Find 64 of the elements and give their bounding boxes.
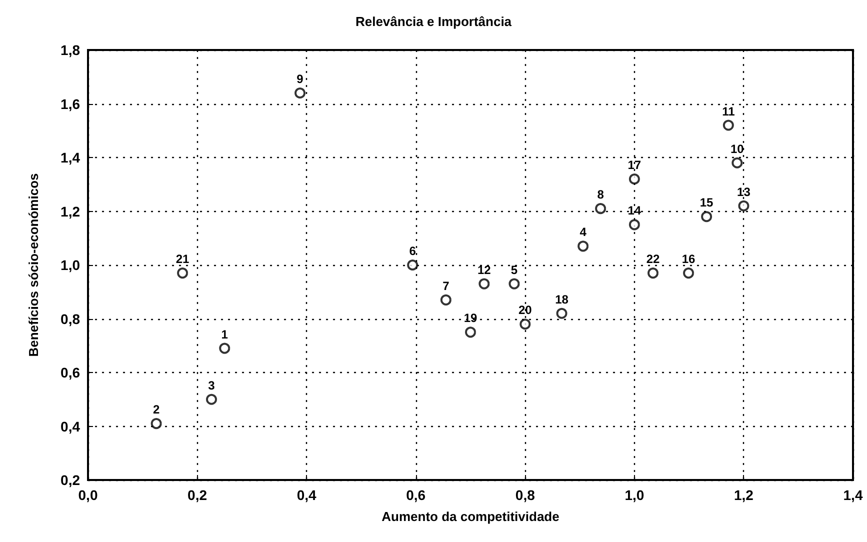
- y-tick-label: 0,8: [60, 310, 80, 327]
- annotation: 14: [628, 204, 642, 218]
- annotation: 6: [409, 244, 416, 258]
- x-tick-label: 0,8: [515, 487, 536, 503]
- point: [595, 203, 606, 214]
- x-tick-label: 0,4: [296, 487, 317, 503]
- x-tick-label: 1,4: [843, 487, 863, 503]
- point: [206, 394, 217, 405]
- point: [465, 326, 476, 338]
- y-axis-title: Benefícios sócio-económicos: [26, 173, 41, 357]
- point: [407, 260, 418, 270]
- annotation: 19: [464, 311, 478, 326]
- point: [478, 278, 490, 290]
- point: [177, 268, 188, 279]
- annotation: 18: [555, 292, 569, 306]
- y-tick-label: 1,4: [60, 150, 80, 166]
- x-axis-title: Aumento da competitividade: [382, 509, 560, 524]
- point: [628, 219, 640, 230]
- annotation: 2: [152, 402, 160, 417]
- point: [701, 211, 712, 222]
- y-tick-label: 0,4: [60, 418, 80, 434]
- annotation: 8: [597, 188, 604, 202]
- point: [648, 268, 659, 279]
- annotation: 5: [510, 262, 518, 277]
- y-tick-label: 0,2: [60, 472, 80, 488]
- annotation: 21: [176, 252, 190, 266]
- point: [578, 240, 589, 252]
- annotation: 4: [580, 225, 587, 240]
- annotation: 15: [700, 196, 714, 210]
- point: [294, 88, 306, 98]
- annotation: 20: [518, 303, 532, 318]
- y-tick-label: 0,6: [60, 364, 80, 380]
- y-tick-label: 1,2: [60, 203, 80, 220]
- annotation: 7: [442, 278, 450, 293]
- point: [520, 318, 531, 330]
- x-tick-label: 1,2: [734, 487, 754, 503]
- point: [440, 294, 452, 306]
- annotation: 11: [722, 104, 736, 118]
- annotation: 22: [646, 252, 660, 266]
- y-tick-label: 1,8: [60, 42, 80, 58]
- point: [150, 418, 162, 430]
- point: [628, 174, 640, 184]
- point: [508, 278, 520, 290]
- y-tick-label: 1,0: [60, 257, 80, 273]
- y-tick-label: 1,6: [60, 96, 80, 112]
- x-tick-label: 0,6: [406, 487, 426, 503]
- point: [738, 200, 750, 212]
- x-tick-label: 0,0: [78, 487, 98, 503]
- annotation: 10: [730, 142, 744, 156]
- annotation: 13: [737, 184, 751, 199]
- point: [722, 120, 734, 131]
- point: [683, 268, 694, 279]
- annotation: 16: [682, 252, 696, 266]
- annotation: 17: [628, 158, 642, 172]
- annotation: 9: [296, 72, 304, 86]
- annotation: 1: [221, 327, 228, 342]
- point: [219, 342, 230, 354]
- annotation: 12: [477, 262, 492, 277]
- point: [732, 157, 743, 168]
- x-tick-label: 1,0: [624, 487, 644, 503]
- point: [556, 308, 568, 319]
- annotation: 3: [208, 378, 216, 392]
- chart-title: Relevância e Importância: [355, 14, 512, 29]
- x-tick-label: 0,2: [188, 487, 208, 503]
